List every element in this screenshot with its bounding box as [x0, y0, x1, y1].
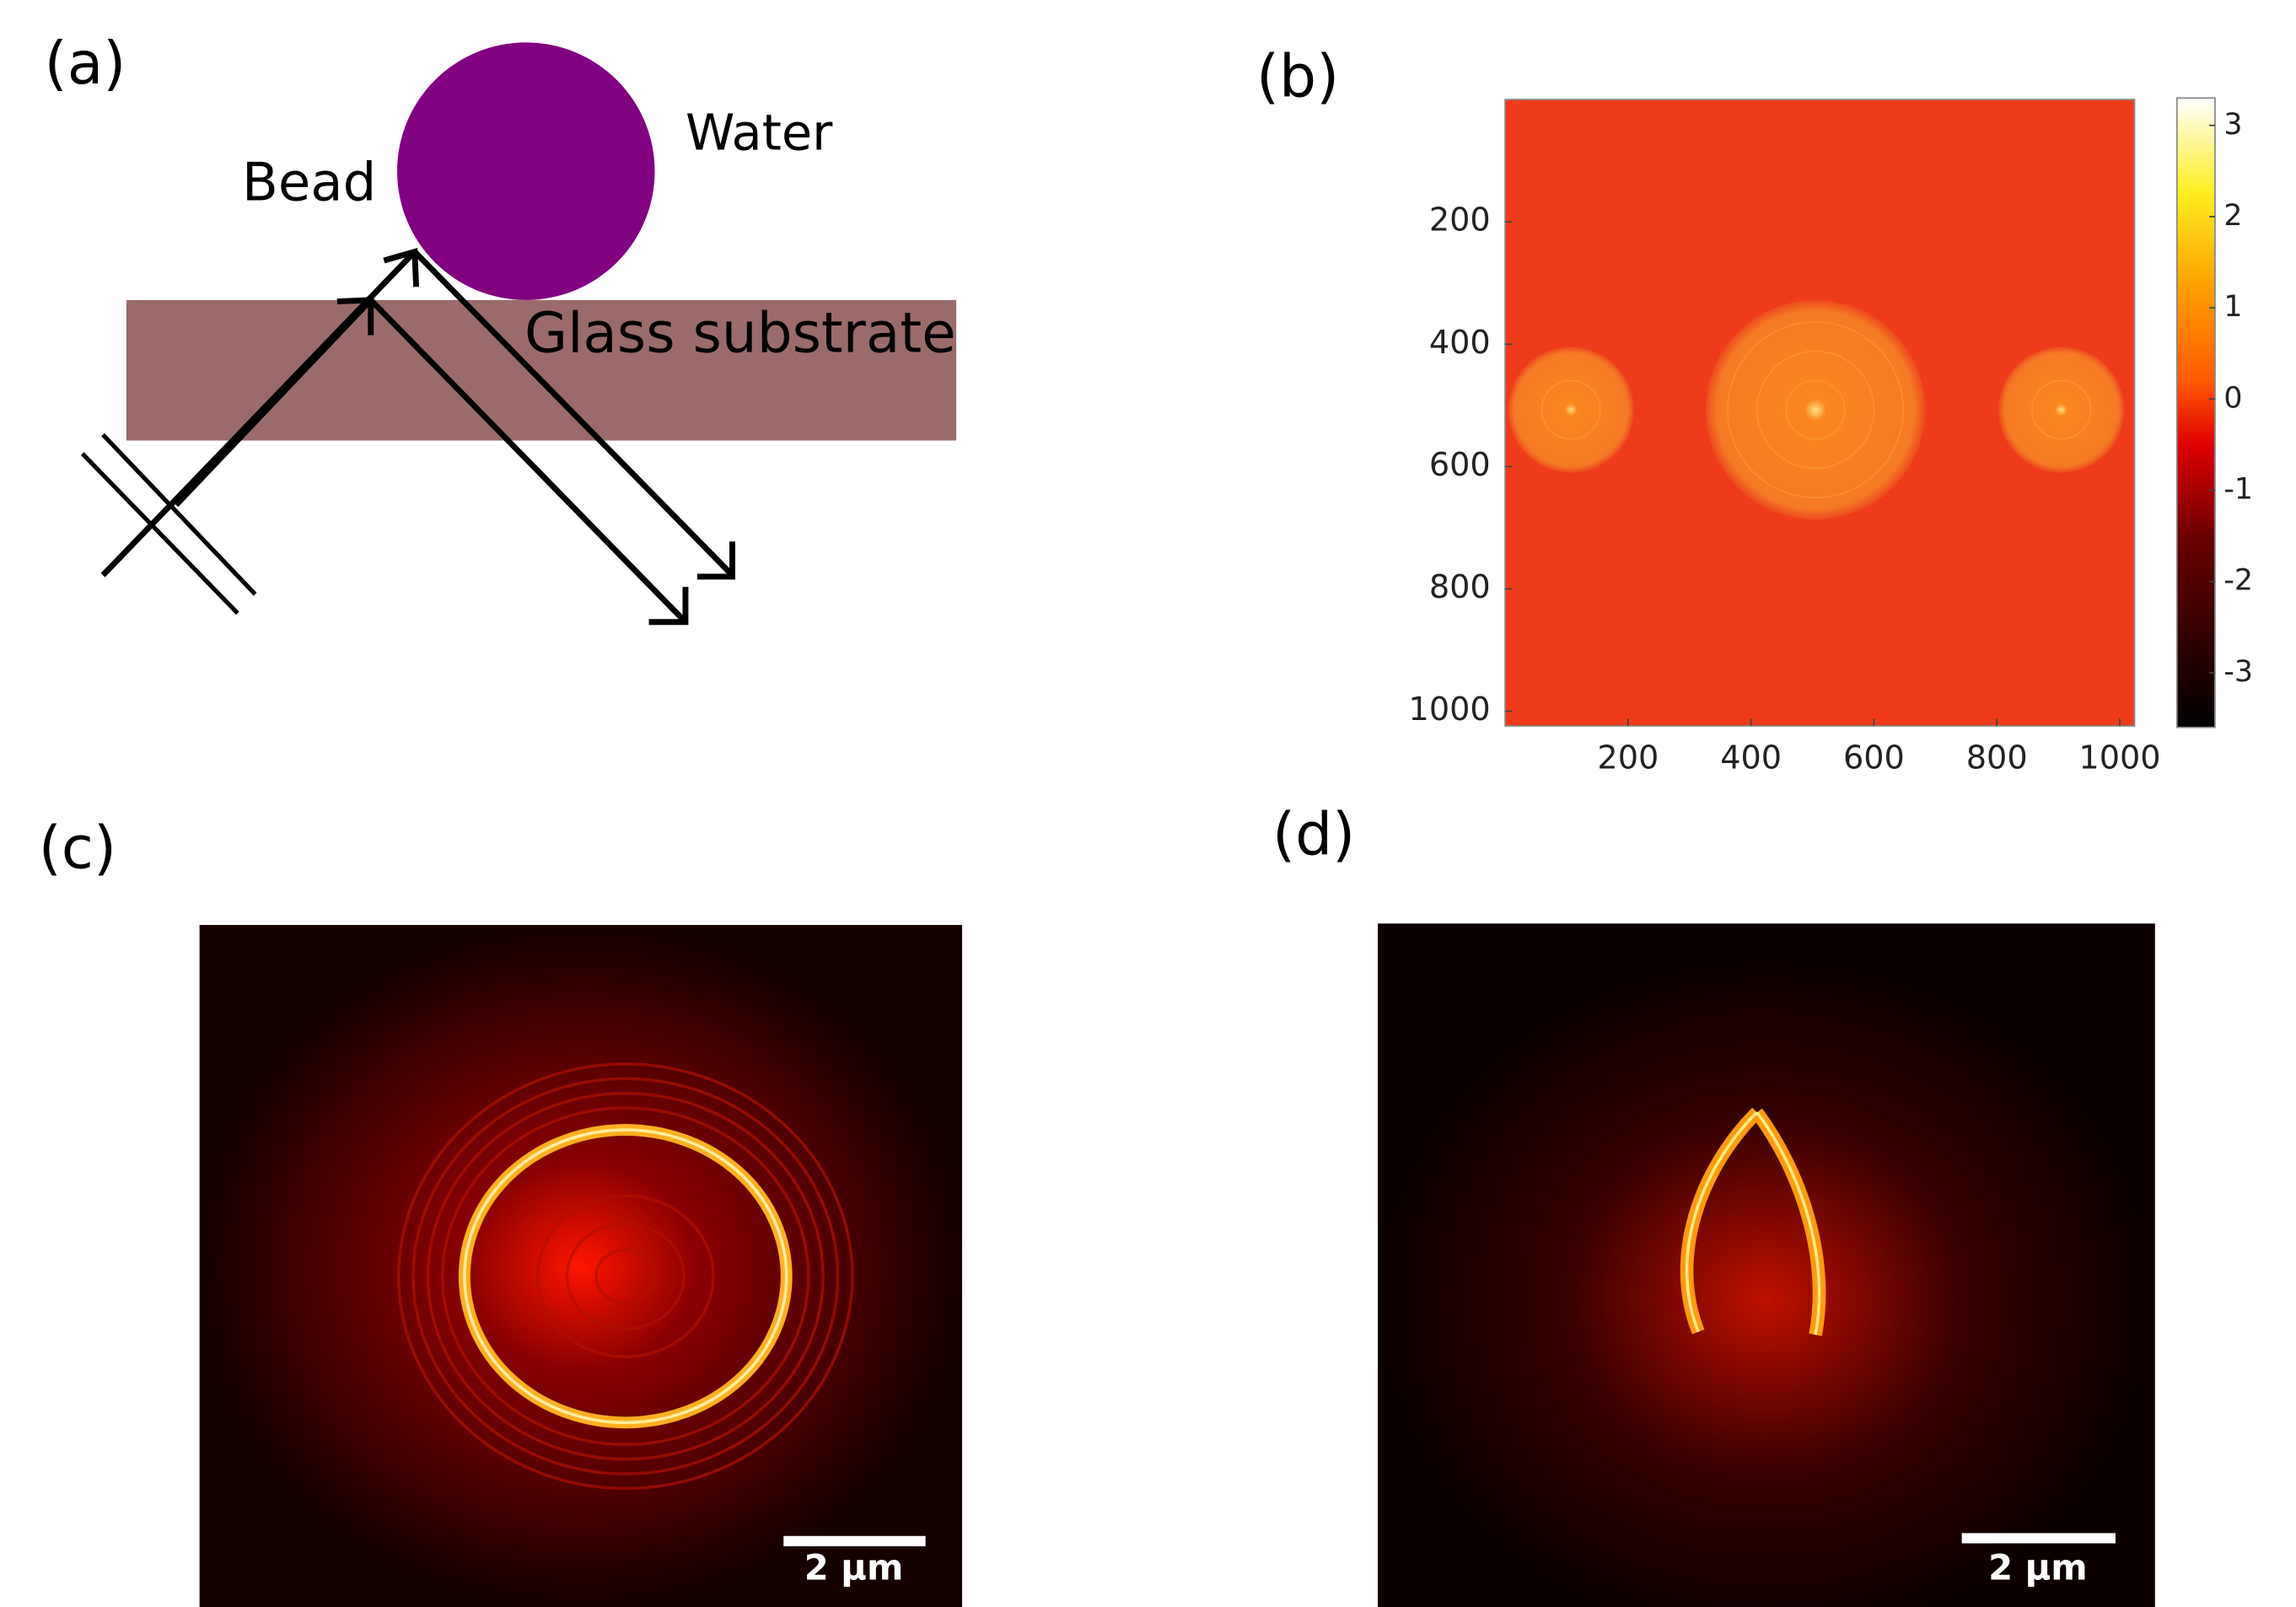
colorbar: [2175, 97, 2216, 728]
bead-edge: [1685, 1111, 1821, 1336]
reconstruction-d: [1378, 923, 2155, 1607]
scale-label: 2 µm: [1988, 1547, 2088, 1588]
substrate: [126, 299, 957, 441]
rings: [1541, 321, 2092, 499]
y-tick-label: 600: [1429, 447, 1491, 484]
fringes: [396, 1062, 854, 1491]
x-tick-label: 200: [1597, 739, 1659, 777]
colorbar-tick-label: -1: [2223, 472, 2253, 506]
x-tick-label: 1000: [2078, 739, 2160, 777]
x-tick-label: 800: [1966, 739, 2028, 777]
order-disc: [1998, 347, 2125, 473]
colorbar-tick-label: 2: [2223, 199, 2242, 233]
colorbar-tick-label: 1: [2223, 290, 2242, 324]
bead: [396, 42, 655, 300]
rays: [80, 248, 735, 626]
colorbar-tick-label: 0: [2223, 381, 2242, 415]
x-tick-label: 600: [1843, 739, 1905, 777]
scale-label: 2 µm: [804, 1547, 904, 1588]
x-tick-label: 400: [1720, 739, 1782, 777]
y-tick-label: 1000: [1409, 691, 1491, 728]
panel-label: (b): [1256, 44, 1339, 111]
colorbar-tick-label: -3: [2223, 655, 2253, 689]
bead-ring: [463, 1128, 788, 1425]
y-tick-label: 800: [1429, 569, 1491, 606]
panel-label: (d): [1272, 802, 1355, 869]
order-disc: [1508, 347, 1634, 473]
y-tick-label: 200: [1429, 202, 1491, 239]
order-disc: [1705, 299, 1926, 520]
reconstruction-c: [199, 925, 963, 1607]
water-label: Water: [686, 104, 833, 162]
substrate-label: Glass substrate: [524, 300, 956, 365]
y-tick-label: 400: [1429, 325, 1491, 362]
bead-label: Bead: [242, 152, 376, 213]
colorbar-tick-label: -2: [2223, 564, 2253, 598]
panel-label: (c): [39, 814, 116, 882]
panel-label: (a): [45, 30, 126, 98]
colorbar-tick-label: 3: [2223, 108, 2242, 142]
